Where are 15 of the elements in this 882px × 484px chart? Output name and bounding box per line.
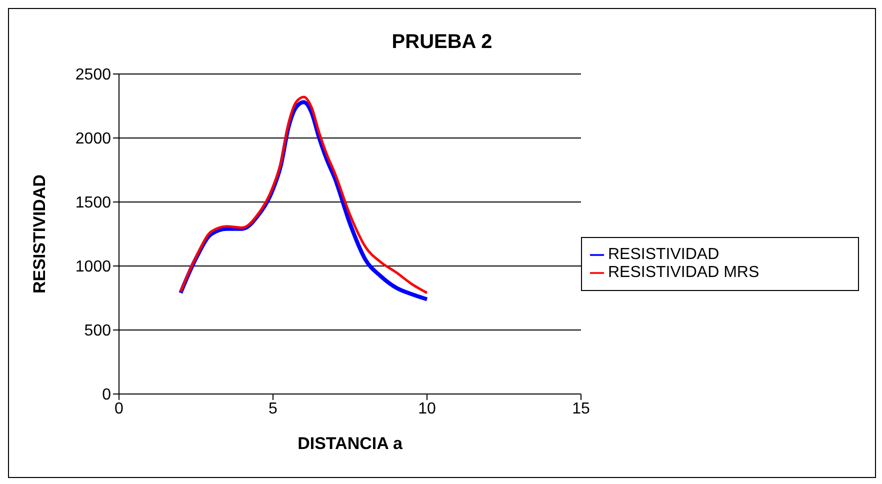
x-tick-label: 5: [268, 400, 278, 418]
x-tick-label: 0: [114, 400, 124, 418]
y-tick-label: 2500: [75, 66, 112, 84]
chart-title: PRUEBA 2: [390, 31, 494, 54]
y-tick-label: 1000: [75, 258, 112, 276]
y-tick-label: 500: [84, 322, 112, 340]
legend-label: RESISTIVIDAD: [608, 246, 720, 263]
legend-label: RESISTIVIDAD MRS: [608, 264, 760, 281]
x-tick-label: 10: [418, 400, 436, 418]
y-tick-label: 0: [102, 386, 112, 404]
x-tick-label: 15: [572, 400, 590, 418]
y-axis-title: RESISTIVIDAD: [30, 174, 50, 294]
y-tick-label: 2000: [75, 130, 112, 148]
x-axis-title: DISTANCIA a: [298, 434, 403, 453]
y-tick-label: 1500: [75, 194, 112, 212]
